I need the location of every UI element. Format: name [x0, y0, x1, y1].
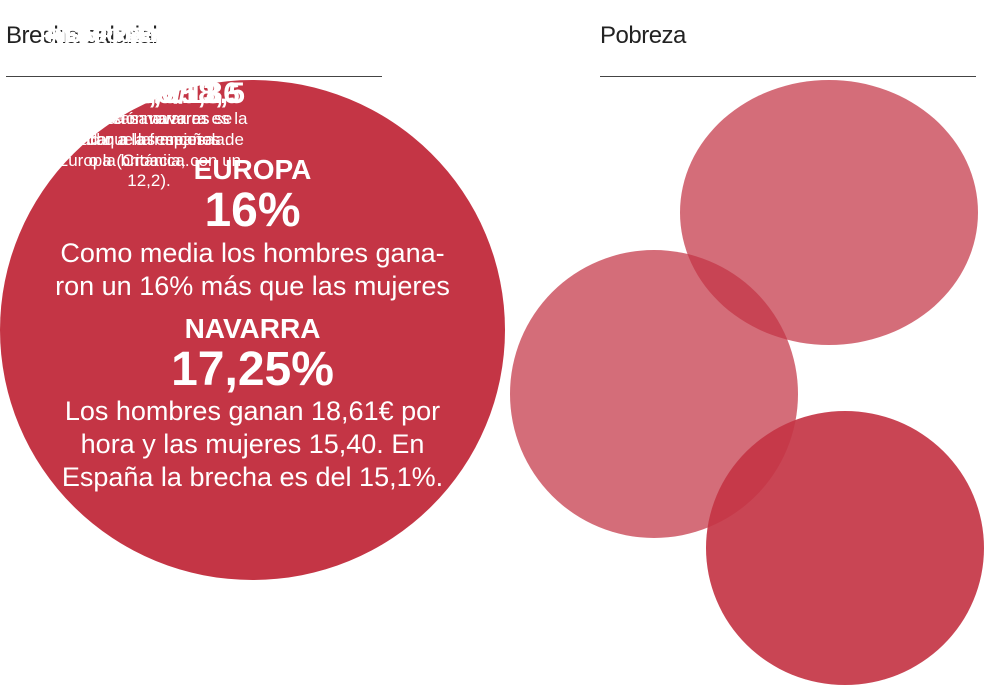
- riesgo-content: POBLACIÓN EN RIESGO DE POBREZA UE/España…: [0, 0, 298, 220]
- riesgo-desc-line3: Europa (Croacia, con un: [56, 150, 242, 170]
- brecha-bubble: EUROPA 16% Como media los hombres gana- …: [0, 80, 505, 580]
- europa-heading: EUROPA: [193, 154, 312, 186]
- brecha-title: Brecha salarial: [6, 22, 158, 49]
- vacaciones-heading-line2: PAGAR VACACIONES: [40, 25, 238, 47]
- riesgo-desc-line2: acercan a las mejores de: [54, 129, 244, 149]
- imprevistos-desc-line1: La proporción navarra es la: [40, 109, 248, 129]
- brecha-rule: [6, 76, 382, 77]
- pobreza-title: Pobreza: [600, 22, 686, 49]
- riesgo-desc-line1: Las tasas navarras se: [65, 109, 233, 129]
- europa-value: 16%: [204, 184, 301, 238]
- riesgo-heading-line1: POBLACIÓN EN: [76, 0, 222, 21]
- navarra-heading: NAVARRA: [184, 312, 321, 344]
- riesgo-desc-line4: 12,2).: [127, 171, 171, 191]
- vacaciones-heading-line1: NO PUEDEN: [82, 0, 196, 21]
- vacaciones-desc-line2: similar a la francesa: [63, 129, 215, 149]
- imprevistos-heading-line2: IMPREVISTOS: [79, 25, 209, 47]
- riesgo-values: 22,4/26,6/13,5: [53, 76, 245, 110]
- imprevistos-content: NO PUEDEN PAGAR IMPREVISTOS UE/España/Na…: [0, 0, 288, 180]
- europa-desc-line1: Como media los hombres gana-: [60, 237, 445, 268]
- navarra-desc-line2: hora y las mujeres 15,40. En: [80, 429, 425, 460]
- riesgo-sub: UE/España/Navarra: [93, 51, 205, 66]
- imprevistos-values: 33,8/36,6/18,6: [48, 76, 240, 110]
- europa-desc-line2: ron un 16% más que las mujeres: [55, 270, 450, 301]
- vacaciones-values: 30/34,3/25,8: [55, 76, 223, 110]
- imprevistos-desc-line2: mitad que la española.: [58, 129, 230, 149]
- imprevistos-heading-line1: NO PUEDEN PAGAR: [51, 0, 237, 21]
- vacaciones-desc-line3: o la británica.: [88, 150, 190, 170]
- pobreza-rule: [600, 76, 976, 77]
- navarra-value: 17,25%: [171, 342, 334, 396]
- vacaciones-desc-line1: La tasa navarra es: [68, 109, 210, 129]
- vacaciones-sub: UE/España/Navarra: [83, 51, 195, 66]
- navarra-desc-line1: Los hombres ganan 18,61€ por: [64, 396, 441, 427]
- imprevistos-sub: UE/España/Navarra: [88, 51, 200, 66]
- vacaciones-bubble: [706, 411, 984, 685]
- vacaciones-content: NO PUEDEN PAGAR VACACIONES UE/España/Nav…: [0, 0, 278, 200]
- navarra-desc-line3: España la brecha es del 15,1%.: [61, 461, 444, 492]
- riesgo-heading-line2: RIESGO DE POBREZA: [47, 25, 251, 47]
